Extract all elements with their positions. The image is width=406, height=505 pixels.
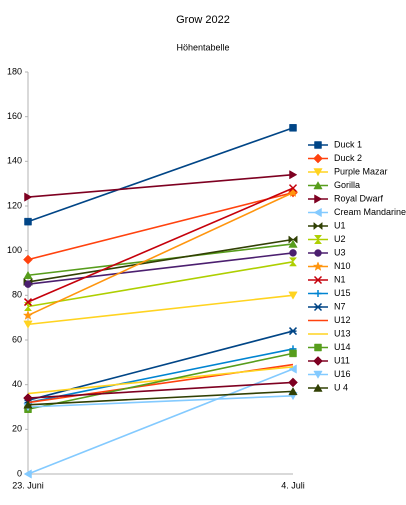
data-point [288, 377, 298, 388]
series-line [27, 368, 294, 475]
y-tick-label: 0 [17, 468, 22, 478]
legend-marker [313, 356, 323, 366]
legend-label: Duck 1 [334, 139, 362, 149]
legend-marker [314, 141, 322, 149]
y-tick-label: 20 [12, 424, 22, 434]
legend-marker [313, 370, 323, 379]
legend-marker [313, 207, 322, 218]
legend-marker [313, 383, 323, 392]
data-point [23, 270, 33, 279]
data-point [24, 192, 33, 202]
x-tick-label: 23. Juni [12, 480, 44, 490]
legend-label: N1 [334, 274, 346, 284]
legend-label: U 4 [334, 382, 348, 392]
x-tick-label: 4. Juli [281, 480, 305, 490]
legend-label: Duck 2 [334, 153, 362, 163]
data-point [289, 124, 297, 132]
legend-label: N10 [334, 261, 351, 271]
chart-title: Grow 2022 [176, 14, 230, 26]
series-line [27, 261, 294, 308]
legend-label: N7 [334, 301, 346, 311]
data-point [288, 291, 298, 300]
data-point [24, 217, 32, 226]
data-point [289, 170, 298, 180]
data-point [23, 298, 33, 307]
y-tick-label: 60 [12, 334, 22, 344]
legend-marker [314, 290, 322, 297]
chart-subtitle: Höhentabelle [176, 42, 229, 52]
legend-marker [313, 302, 323, 312]
series-line [27, 187, 294, 303]
legend-label: Gorilla [334, 180, 360, 190]
data-point [288, 327, 298, 336]
legend-label: U16 [334, 369, 351, 379]
data-point [288, 239, 298, 248]
y-tick-label: 80 [12, 290, 22, 300]
legend-marker [312, 261, 324, 271]
y-tick-label: 40 [12, 379, 22, 389]
series-line [27, 243, 294, 277]
data-point [23, 400, 33, 409]
legend-label: Royal Dwarf [334, 193, 384, 203]
data-point [288, 235, 298, 244]
data-point [23, 320, 33, 329]
legend-label: U14 [334, 342, 351, 352]
data-point [289, 349, 297, 358]
series-line [27, 294, 294, 326]
legend-marker [314, 194, 323, 204]
legend-label: U2 [334, 234, 346, 244]
series-line [27, 127, 294, 223]
series-line [27, 173, 294, 198]
series-line [27, 395, 294, 408]
y-tick-label: 180 [7, 66, 22, 76]
series-line [27, 352, 294, 411]
legend-label: U13 [334, 328, 351, 338]
series-line [27, 366, 294, 395]
legend-marker [313, 275, 323, 285]
series-line [27, 252, 294, 285]
y-tick-label: 140 [7, 156, 22, 166]
y-tick-label: 160 [7, 111, 22, 121]
legend-label: U3 [334, 247, 346, 257]
legend-label: U15 [334, 288, 351, 298]
series-line [27, 191, 294, 261]
legend-label: Purple Mazar [334, 166, 388, 176]
legend-marker [314, 343, 322, 352]
series-line [27, 381, 294, 399]
legend-label: U12 [334, 315, 351, 325]
data-point [288, 387, 298, 396]
legend-label: U1 [334, 220, 346, 230]
y-tick-label: 100 [7, 245, 22, 255]
data-point [24, 280, 32, 288]
legend-marker [313, 168, 323, 177]
legend-marker [313, 221, 323, 231]
series-line [27, 390, 294, 406]
y-tick-label: 120 [7, 200, 22, 210]
data-point [22, 310, 34, 320]
legend-marker [314, 249, 322, 257]
series-line [27, 191, 294, 317]
series-line [27, 348, 294, 404]
data-point [23, 254, 33, 265]
data-point [288, 184, 298, 193]
data-point [289, 249, 297, 257]
legend-label: U11 [334, 355, 350, 365]
legend-marker [313, 181, 323, 190]
legend-marker [313, 153, 323, 164]
legend-label: Cream Mandarine [334, 207, 406, 217]
series-line [27, 238, 294, 283]
data-point [23, 469, 32, 479]
legend-marker [313, 235, 323, 244]
data-point [288, 257, 298, 267]
